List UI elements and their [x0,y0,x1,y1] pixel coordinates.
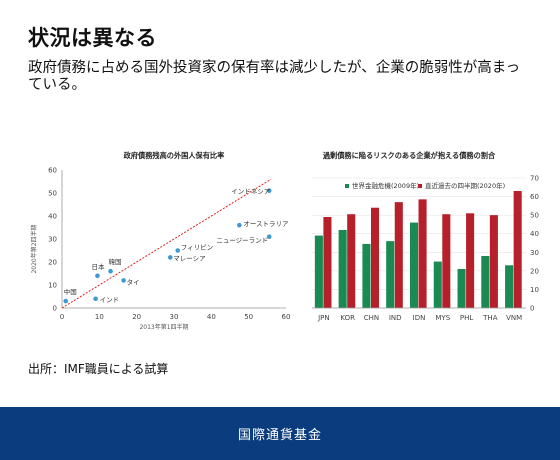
bar-y-tick: 70 [530,175,539,183]
scatter-point [121,278,126,283]
scatter-point [95,273,100,279]
scatter-y-tick: 20 [48,259,57,267]
bar [394,202,403,308]
bar [409,222,419,308]
scatter-point [266,188,272,193]
scatter-point [175,248,181,253]
scatter-point-label: タイ [127,277,140,286]
scatter-point-label: ニュージーランド [216,237,268,245]
scatter-x-tick: 10 [95,313,104,321]
bar-y-tick: 10 [530,286,539,294]
scatter-point-label: インドネシア [231,188,271,196]
scatter-point-label: フィリピン [181,244,213,252]
bar-y-tick: 0 [530,305,534,313]
bar [386,241,395,308]
scatter-chart: 政府債務残高の外国人保有比率 0 10 20 30 40 50 60 0 10 20 30 40 50 60… [30,151,291,331]
bar [314,235,323,308]
scatter-point-label: 中国 [64,287,77,296]
bar-y-tick: 60 [530,193,539,201]
bar [481,256,490,308]
scatter-title: 政府債務残高の外国人保有比率 [124,151,225,160]
scatter-x-tick: 0 [60,313,64,321]
scatter-x-tick: 20 [132,313,141,321]
scatter-x-tick: 60 [282,313,291,321]
bar [442,214,451,308]
bar [347,214,356,308]
scatter-trendline [61,178,272,309]
bar [370,207,380,308]
bar-y-tick: 50 [530,212,539,220]
bar-x-tick: MYS [435,314,450,322]
scatter-x-tick: 30 [170,313,179,321]
bar-legend-label: 世界金融危機(2009年) [352,181,419,190]
scatter-point-label: マレーシア [173,254,206,262]
scatter-point [266,234,272,239]
scatter-y-tick: 40 [48,213,57,221]
scatter-x-tick: 50 [244,313,253,321]
scatter-y-tick: 10 [48,282,57,290]
bar-x-tick: IDN [413,314,426,322]
scatter-x-label: 2013年第1四半期 [139,323,188,331]
scatter-point [63,298,69,304]
scatter-x-tick: 40 [207,313,216,321]
bar-y-tick: 30 [530,249,539,257]
scatter-point-label: 日本 [91,262,105,271]
bar-chart: 過剰債務に陥るリスクのある企業が抱える債務の割合 0 10 20 30 40 50 60 70 世… [312,151,539,322]
scatter-point [108,268,113,274]
scatter-y-tick: 50 [48,190,57,198]
bar-legend-swatch [418,184,422,188]
scatter-y-tick: 30 [48,236,57,244]
scatter-point-label: オーストラリア [243,220,289,228]
source-note: 出所：IMF職員による試算 [28,362,169,376]
bar [505,265,514,308]
bar-x-tick: IND [389,314,402,322]
bar-legend-label: 直近過去の四半期(2020年) [425,181,505,190]
bar-title: 過剰債務に陥るリスクのある企業が抱える債務の割合 [322,151,496,160]
page-title: 状況は異なる [28,26,157,50]
page-subtitle: 政府債務に占める国外投資家の保有率は減少したが、企業の脆弱性が高まっている。 [28,60,521,93]
footer-label: 国際通貨基金 [237,428,322,443]
footer-bar: 国際通貨基金 [0,407,560,460]
scatter-point [93,296,98,302]
bar-y-tick: 20 [530,267,539,275]
scatter-point-label: 韓国 [109,257,122,266]
scatter-y-tick: 0 [53,305,57,313]
bar-x-tick: PHL [460,314,473,322]
bar [513,191,522,308]
bar [466,213,475,308]
scatter-point [237,222,242,228]
scatter-y-tick: 60 [48,167,57,175]
scatter-point-label: インド [100,296,120,304]
bar [418,199,427,308]
bar-legend-swatch [345,184,349,188]
bar-x-tick: KOR [340,314,355,322]
bar [457,269,466,308]
bar [362,243,371,308]
scatter-point [167,255,173,260]
bar [338,230,347,308]
bar-x-tick: THA [482,314,498,322]
bar-x-tick: CHN [364,314,379,322]
bar-y-tick: 40 [530,230,539,238]
bar [323,217,332,308]
bar-x-tick: VNM [506,314,522,322]
bar-x-tick: JPN [317,314,330,322]
bar [489,215,498,308]
bar [433,261,442,308]
scatter-y-label: 2020年第2四半期 [30,224,38,273]
